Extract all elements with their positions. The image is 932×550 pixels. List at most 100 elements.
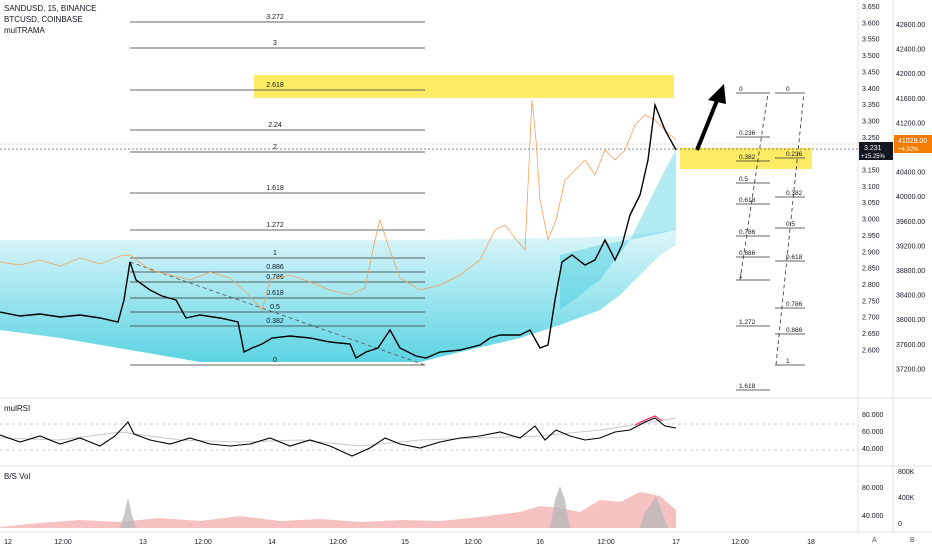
fib-b-level-label: 0.236 <box>786 151 803 158</box>
price-badge-change: +15.25% <box>861 154 886 160</box>
btc-axis-label: 38800.00 <box>896 268 925 275</box>
fib-trend-line[interactable] <box>129 261 426 366</box>
time-axis-label: 12:00 <box>597 539 615 546</box>
fib-level-label: 1 <box>273 250 277 257</box>
fib-level-label: 3.272 <box>266 14 284 21</box>
fib-extension-main[interactable]: 3.272 3 2.618 2.24 2 1.618 1.272 1 0.886 0.786 0.6… <box>130 14 425 366</box>
btc-price-line <box>0 99 677 311</box>
auto-scale-button[interactable]: A <box>872 537 877 544</box>
price-axis-label: 2.750 <box>862 298 880 305</box>
vol-axis-label: 40.000 <box>862 513 884 520</box>
rsi-axis-label: 60.000 <box>862 429 884 436</box>
scale-b-button[interactable]: B <box>910 537 915 544</box>
price-axis-label: 3.050 <box>862 200 880 207</box>
price-axis-label: 3.450 <box>862 69 880 76</box>
time-axis-label: 12:00 <box>54 539 72 546</box>
fib-level-label: 0.786 <box>266 274 284 281</box>
btc-axis-label: 38400.00 <box>896 293 925 300</box>
btc-axis-label: 38000.00 <box>896 317 925 324</box>
fib-level-label: 1.272 <box>266 222 284 229</box>
fib-level-label: 0.5 <box>270 304 280 311</box>
time-axis-label: 17 <box>672 539 680 546</box>
btc-badge <box>894 135 932 153</box>
sand-price-line <box>0 102 677 360</box>
btc-axis-label: 40400.00 <box>896 170 925 177</box>
fib-right-highlight-band <box>680 148 812 169</box>
fib-level-label: 3 <box>273 40 277 47</box>
fib-retracement-right-a[interactable]: 0 0.236 0.382 0.5 0.618 0.786 0.886 1 1.272 1.618 <box>736 86 770 391</box>
fib-level-label: 2 <box>273 144 277 151</box>
price-axis-label: 3.100 <box>862 184 880 191</box>
vol-axis2-label: 800K <box>898 469 915 476</box>
btc-axis-label: 39200.00 <box>896 243 925 250</box>
time-axis-label: 12:00 <box>329 539 347 546</box>
fib-a-level-label: 0.886 <box>739 250 756 257</box>
btc-axis[interactable]: 42800.00 42400.00 42000.00 41600.00 41200.00… <box>896 22 925 373</box>
fib-level-label: 0.618 <box>266 290 284 297</box>
price-badge <box>859 142 893 160</box>
time-axis-label: 18 <box>807 539 815 546</box>
btc-axis-label: 39600.00 <box>896 219 925 226</box>
fib-a-level-label: 0.236 <box>739 130 756 137</box>
trama-cloud-top <box>560 150 676 310</box>
rsi-axis-label: 40.000 <box>862 446 884 453</box>
price-axis-label: 3.350 <box>862 102 880 109</box>
price-axis-label: 2.600 <box>862 347 880 354</box>
price-axis-label: 3.300 <box>862 118 880 125</box>
vol-axis-label: 80.000 <box>862 485 884 492</box>
price-axis-label: 3.650 <box>862 4 880 11</box>
price-axis-label: 2.700 <box>862 315 880 322</box>
time-axis-label: 12:00 <box>731 539 749 546</box>
fib-right-a-trend[interactable] <box>739 92 769 281</box>
fib-b-level-label: 0.382 <box>786 190 803 197</box>
fib-b-level-label: 0 <box>786 86 790 93</box>
fib-a-level-label: 1.618 <box>739 383 756 390</box>
fib-a-level-label: 0.5 <box>739 176 748 183</box>
fib-level-label: 0.886 <box>266 264 284 271</box>
fib-right-b-trend[interactable] <box>775 92 805 366</box>
vol-axis2-label: 400K <box>898 495 915 502</box>
fib-a-level-label: 0.786 <box>739 229 756 236</box>
time-axis-label: 15 <box>401 539 409 546</box>
vol-buy-area <box>120 486 668 528</box>
price-badge-value: 3.231 <box>864 145 882 152</box>
btc-axis-label: 40000.00 <box>896 194 925 201</box>
fib-a-level-label: 1.272 <box>739 319 756 326</box>
price-axis-label: 2.850 <box>862 266 880 273</box>
price-axis-label: 2.950 <box>862 233 880 240</box>
fib-level-label: 2.618 <box>266 82 284 89</box>
price-axis-label: 3.000 <box>862 217 880 224</box>
overlay-legend[interactable]: BTCUSD, COINBASE <box>4 15 83 24</box>
rsi-axis[interactable]: 80.000 60.000 40.000 <box>862 412 884 453</box>
symbol-legend[interactable]: SANDUSD, 15, BINANCE <box>4 4 97 13</box>
fib-highlight-band <box>254 75 674 98</box>
vol-axis[interactable]: 80.000 40.000 800K 400K 0 <box>862 469 915 528</box>
indicator-legend[interactable]: mulTRAMA <box>4 26 45 35</box>
price-axis-label: 3.600 <box>862 20 880 27</box>
fib-b-level-label: 1 <box>786 358 790 365</box>
price-axis[interactable]: 3.650 3.600 3.550 3.500 3.450 3.400 3.350 3.300… <box>862 4 880 354</box>
price-axis-label: 2.800 <box>862 282 880 289</box>
fib-level-label: 2.24 <box>268 122 282 129</box>
btc-axis-label: 41600.00 <box>896 96 925 103</box>
btc-axis-label: 37200.00 <box>896 366 925 373</box>
btc-axis-label: 37600.00 <box>896 342 925 349</box>
btc-axis-label: 42400.00 <box>896 47 925 54</box>
fib-a-level-label: 0.382 <box>739 154 756 161</box>
fib-b-level-label: 0.618 <box>786 254 803 261</box>
price-axis-label: 3.500 <box>862 53 880 60</box>
vol-axis2-label: 0 <box>898 521 902 528</box>
price-axis-label: 3.150 <box>862 168 880 175</box>
fib-level-label: 0 <box>273 357 277 364</box>
rsi-hot-segment <box>634 415 663 426</box>
time-axis[interactable]: 12 12:00 13 12:00 14 12:00 15 12:00 16 12:00 17 12:… <box>4 539 815 546</box>
up-arrow-icon <box>695 84 726 151</box>
btc-axis-label: 42000.00 <box>896 71 925 78</box>
time-axis-label: 16 <box>536 539 544 546</box>
vol-pane-title[interactable]: B/S Vol <box>4 472 31 481</box>
fib-b-level-label: 0.786 <box>786 301 803 308</box>
btc-badge-change: +4.92% <box>898 147 919 153</box>
rsi-pane-title[interactable]: mulRSI <box>4 404 31 413</box>
time-axis-label: 12:00 <box>194 539 212 546</box>
